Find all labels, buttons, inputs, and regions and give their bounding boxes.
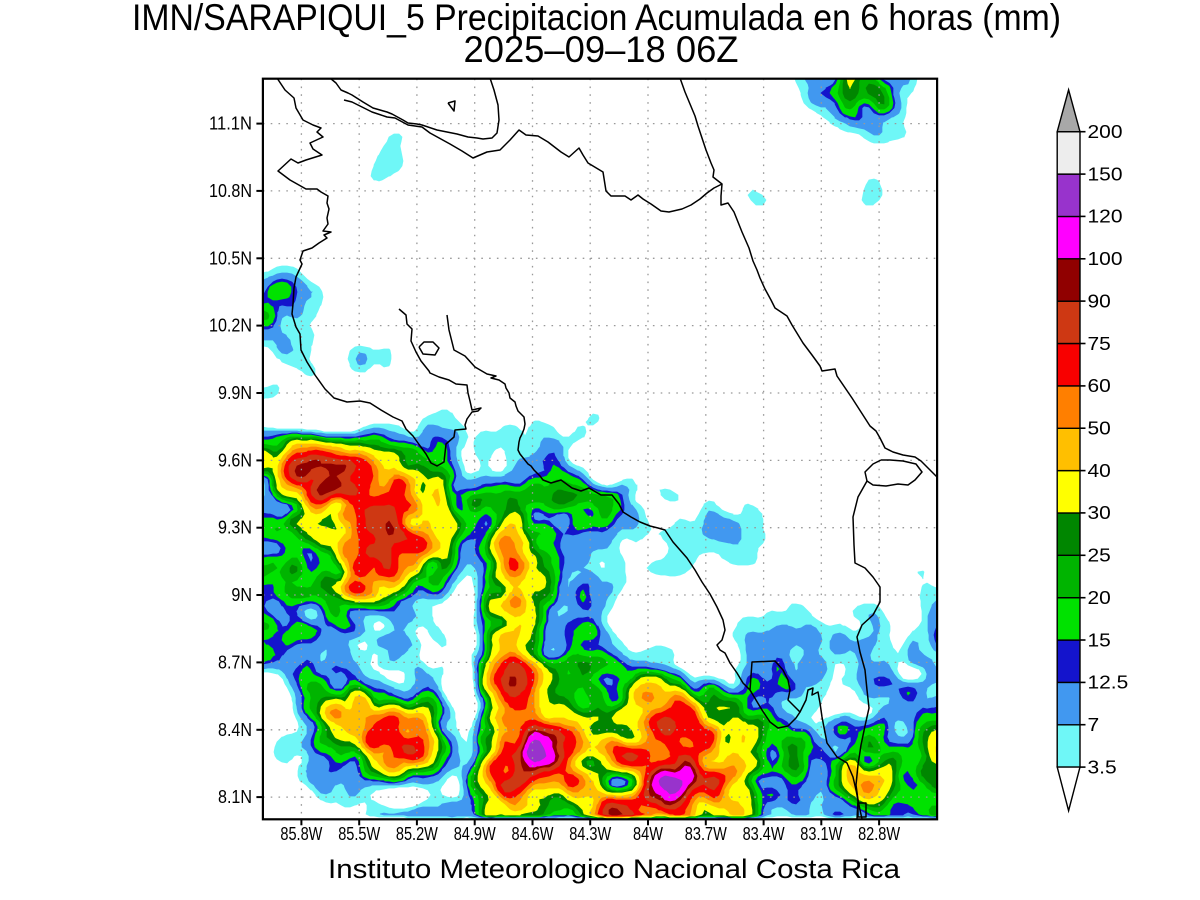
svg-text:8.1N: 8.1N [218, 787, 252, 807]
svg-text:84W: 84W [633, 824, 663, 844]
svg-text:84.3W: 84.3W [569, 824, 611, 844]
svg-text:84.9W: 84.9W [454, 824, 496, 844]
svg-text:20: 20 [1088, 588, 1111, 608]
svg-text:120: 120 [1088, 207, 1123, 227]
svg-text:25: 25 [1088, 546, 1111, 566]
svg-text:82.8W: 82.8W [858, 824, 900, 844]
svg-text:8.7N: 8.7N [218, 652, 252, 672]
svg-text:100: 100 [1088, 249, 1123, 269]
svg-text:Instituto Meteorologico Nacion: Instituto Meteorologico Nacional Costa R… [328, 854, 901, 884]
svg-text:200: 200 [1088, 122, 1123, 142]
svg-text:15: 15 [1088, 630, 1111, 650]
svg-text:83.4W: 83.4W [743, 824, 785, 844]
svg-text:12.5: 12.5 [1088, 673, 1129, 693]
svg-text:3.5: 3.5 [1088, 757, 1117, 777]
svg-text:7: 7 [1088, 715, 1100, 735]
svg-text:90: 90 [1088, 291, 1111, 311]
svg-text:2025–09–18 06Z: 2025–09–18 06Z [464, 29, 739, 70]
svg-text:75: 75 [1088, 334, 1111, 354]
svg-text:40: 40 [1088, 461, 1111, 481]
svg-text:85.2W: 85.2W [396, 824, 438, 844]
svg-text:85.5W: 85.5W [338, 824, 380, 844]
svg-text:IMN/SARAPIQUI_5 Precipitacion: IMN/SARAPIQUI_5 Precipitacion Acumulada … [132, 0, 1061, 38]
svg-text:9.3N: 9.3N [218, 518, 252, 538]
svg-text:83.7W: 83.7W [685, 824, 727, 844]
svg-text:60: 60 [1088, 376, 1111, 396]
svg-text:9.9N: 9.9N [218, 383, 252, 403]
svg-text:8.4N: 8.4N [218, 720, 252, 740]
svg-text:10.5N: 10.5N [209, 248, 252, 268]
svg-text:150: 150 [1088, 164, 1123, 184]
svg-text:30: 30 [1088, 503, 1111, 523]
svg-text:85.8W: 85.8W [280, 824, 322, 844]
svg-text:10.8N: 10.8N [209, 181, 252, 201]
svg-text:50: 50 [1088, 419, 1111, 439]
svg-text:9N: 9N [231, 585, 252, 605]
svg-text:83.1W: 83.1W [800, 824, 842, 844]
svg-text:9.6N: 9.6N [218, 450, 252, 470]
svg-text:11.1N: 11.1N [209, 114, 252, 134]
svg-text:10.2N: 10.2N [209, 316, 252, 336]
svg-text:84.6W: 84.6W [512, 824, 554, 844]
